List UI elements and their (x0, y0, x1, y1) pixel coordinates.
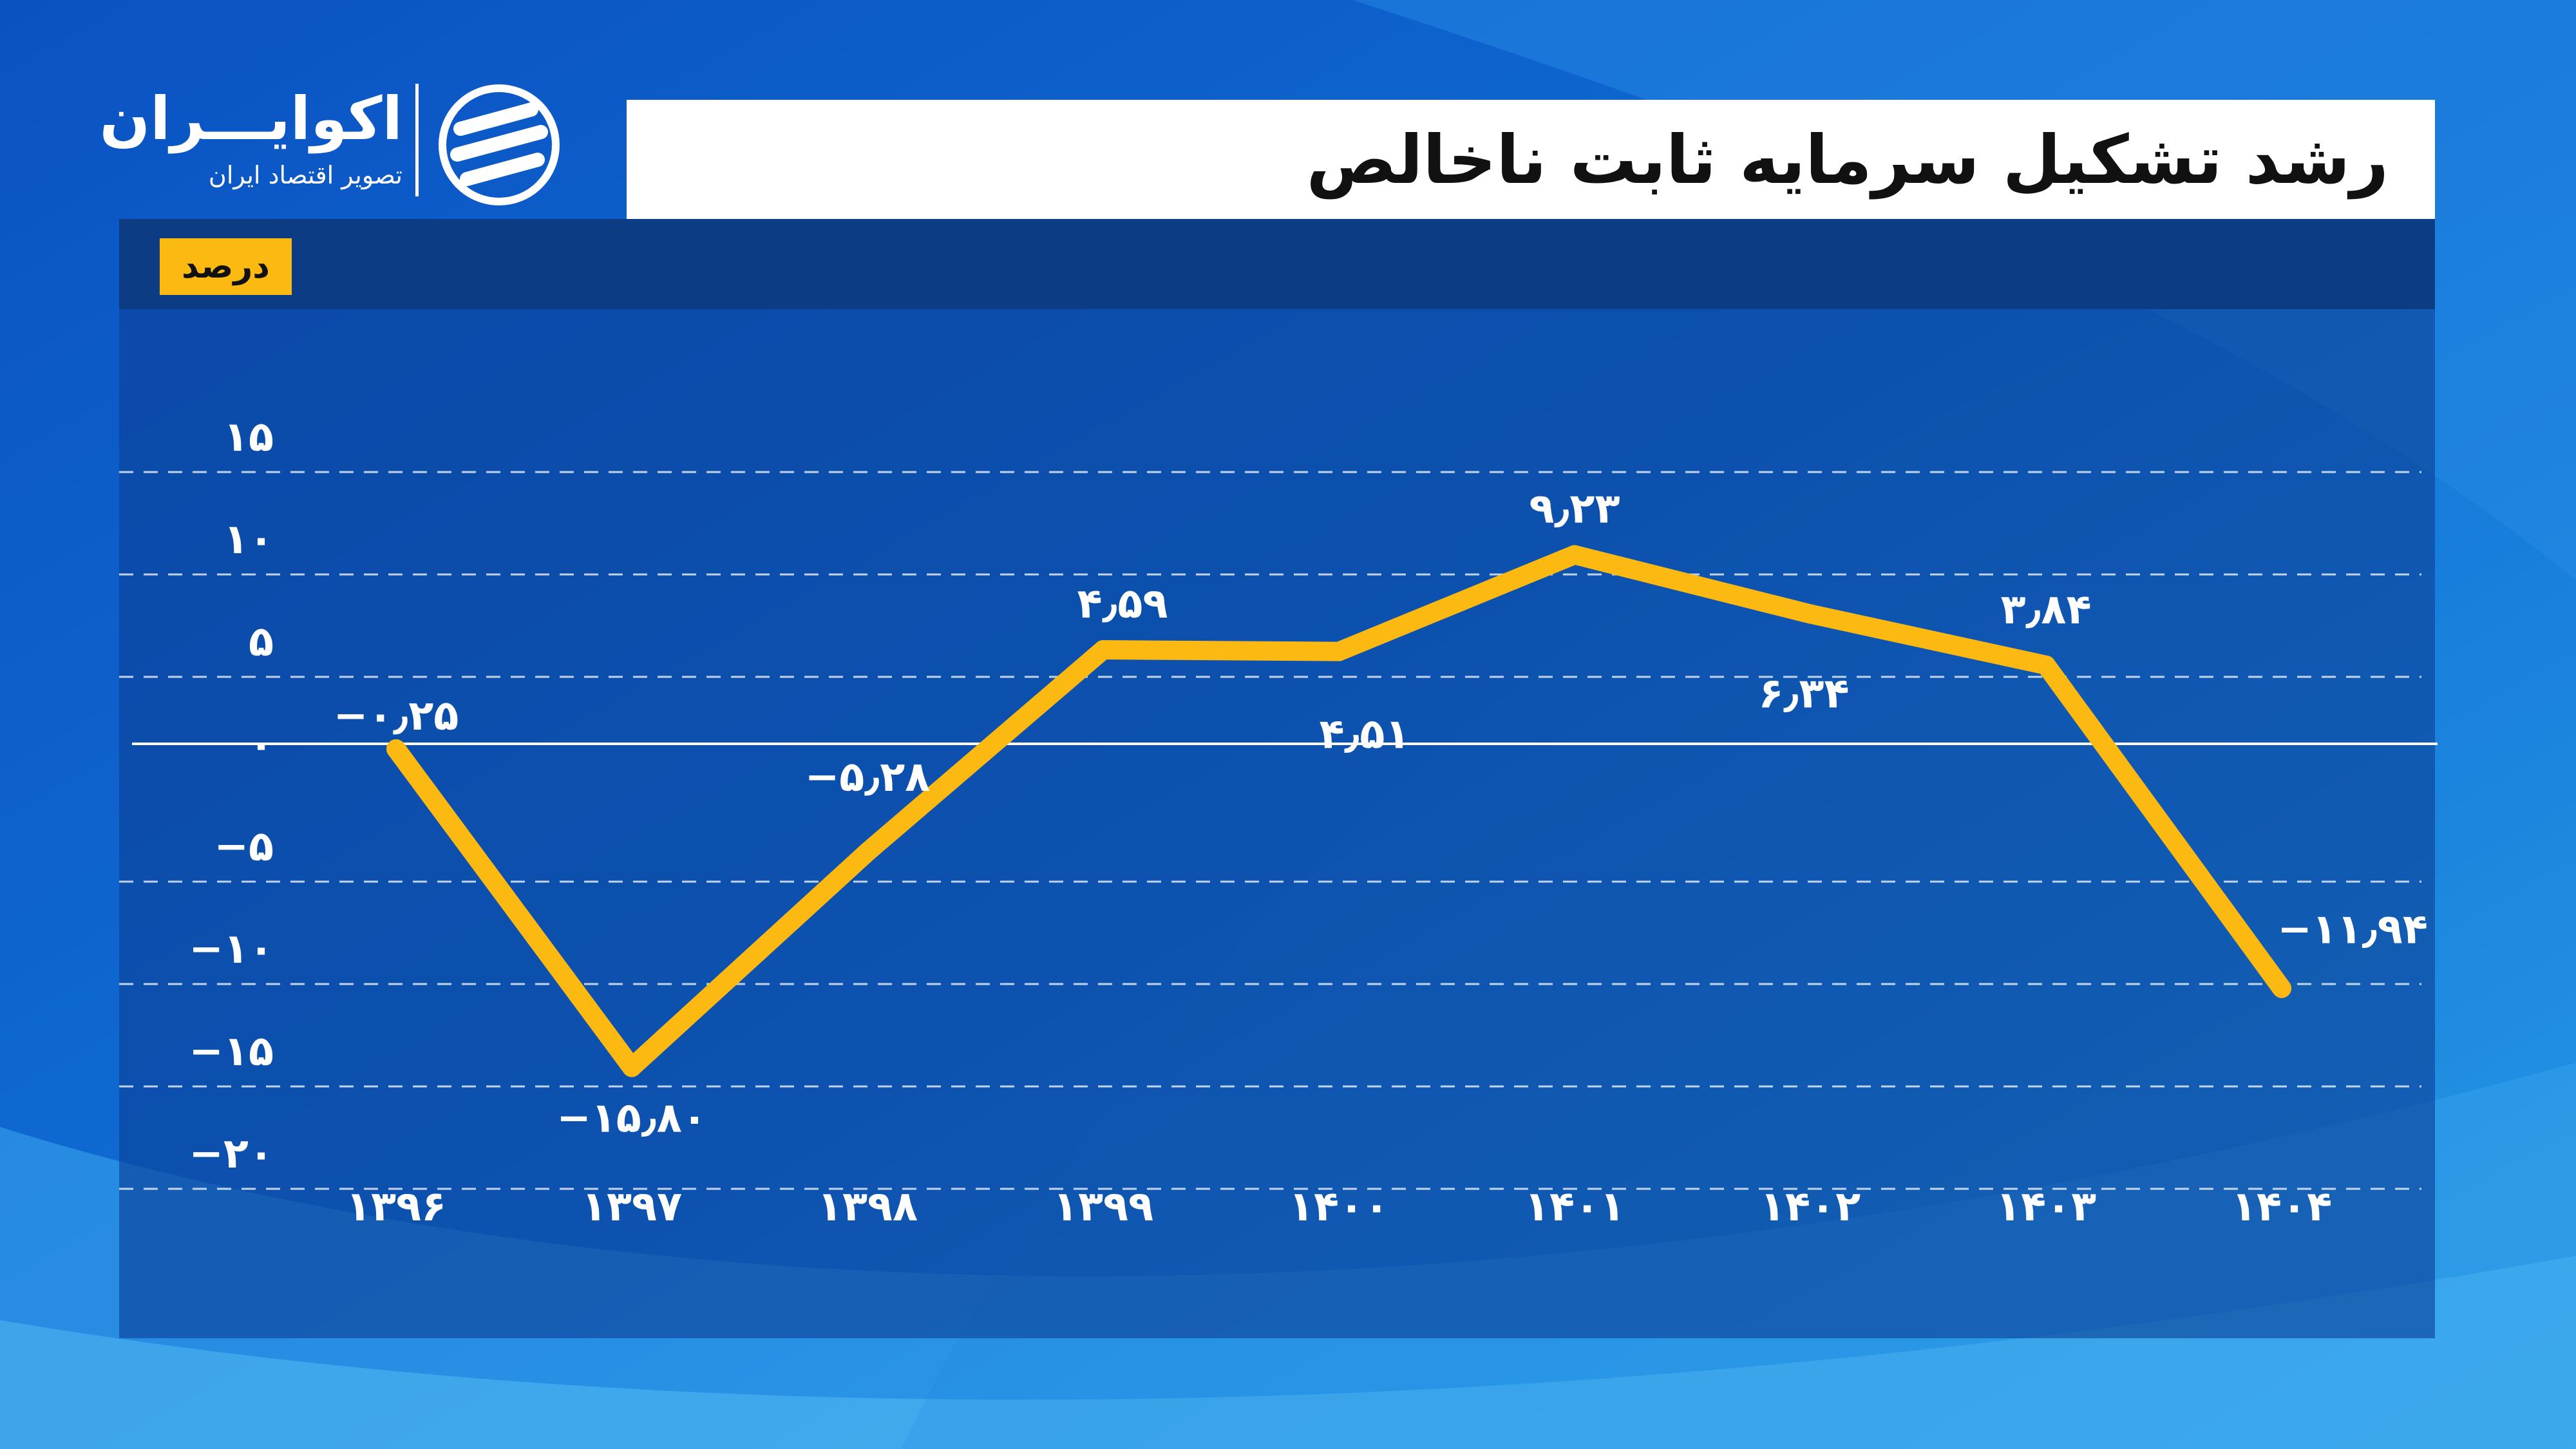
y-tick-label: −۵ (214, 823, 274, 871)
y-tick-label: ۱۵ (223, 413, 274, 461)
x-tick-label: ۱۳۹۸ (817, 1183, 918, 1231)
x-tick-label: ۱۳۹۹ (1053, 1183, 1153, 1231)
data-point (1565, 545, 1584, 565)
x-tick-label: ۱۴۰۳ (1996, 1183, 2096, 1231)
data-label: −۱۱٫۹۴ (2277, 906, 2428, 954)
data-label: ۶٫۳۴ (1758, 670, 1849, 717)
ecoiran-logo-icon (439, 84, 560, 205)
data-label: ۹٫۲۳ (1529, 485, 1620, 533)
series-line (386, 545, 2291, 1077)
y-tick-label: ۰ (249, 721, 274, 768)
brand-name: اکوایـــران (99, 84, 402, 153)
logo-divider (415, 84, 419, 196)
x-tick-label: ۱۳۹۶ (346, 1183, 446, 1231)
brand-logo: اکوایـــران تصویر اقتصاد ایران (100, 84, 564, 206)
title-bar: رشد تشکیل سرمایه ثابت ناخالص (627, 100, 2435, 219)
y-tick-label: −۱۵ (189, 1028, 274, 1075)
data-point (1094, 640, 1113, 660)
brand-tagline: تصویر اقتصاد ایران (208, 161, 402, 189)
unit-strip: درصد (119, 219, 2435, 309)
data-point (858, 842, 877, 862)
x-tick-label: ۱۴۰۰ (1289, 1183, 1389, 1231)
y-tick-label: ۵ (249, 618, 274, 666)
chart-title: رشد تشکیل سرمایه ثابت ناخالص (1306, 120, 2389, 199)
y-tick-label: ۱۰ (223, 516, 274, 564)
data-label: −۰٫۲۵ (334, 692, 459, 740)
unit-badge: درصد (160, 238, 292, 295)
x-tick-label: ۱۳۹۷ (582, 1183, 682, 1231)
data-point (1801, 604, 1820, 624)
data-point (386, 739, 406, 759)
x-tick-label: ۱۴۰۲ (1760, 1183, 1861, 1231)
data-label: ۴٫۵۹ (1077, 580, 1168, 628)
data-point (622, 1057, 641, 1077)
y-tick-label: −۲۰ (189, 1130, 274, 1178)
data-point (2272, 978, 2291, 998)
data-label: −۵٫۲۸ (805, 753, 931, 801)
data-label: ۴٫۵۱ (1319, 711, 1410, 759)
y-tick-label: −۱۰ (189, 925, 274, 973)
data-point (1329, 641, 1349, 661)
x-tick-label: ۱۴۰۴ (2231, 1183, 2332, 1231)
data-label: ۳٫۸۴ (2000, 586, 2091, 634)
data-point (2036, 655, 2056, 675)
x-tick-label: ۱۴۰۱ (1524, 1183, 1625, 1231)
plot-panel (119, 309, 2435, 1338)
data-label: −۱۵٫۸۰ (556, 1094, 707, 1142)
